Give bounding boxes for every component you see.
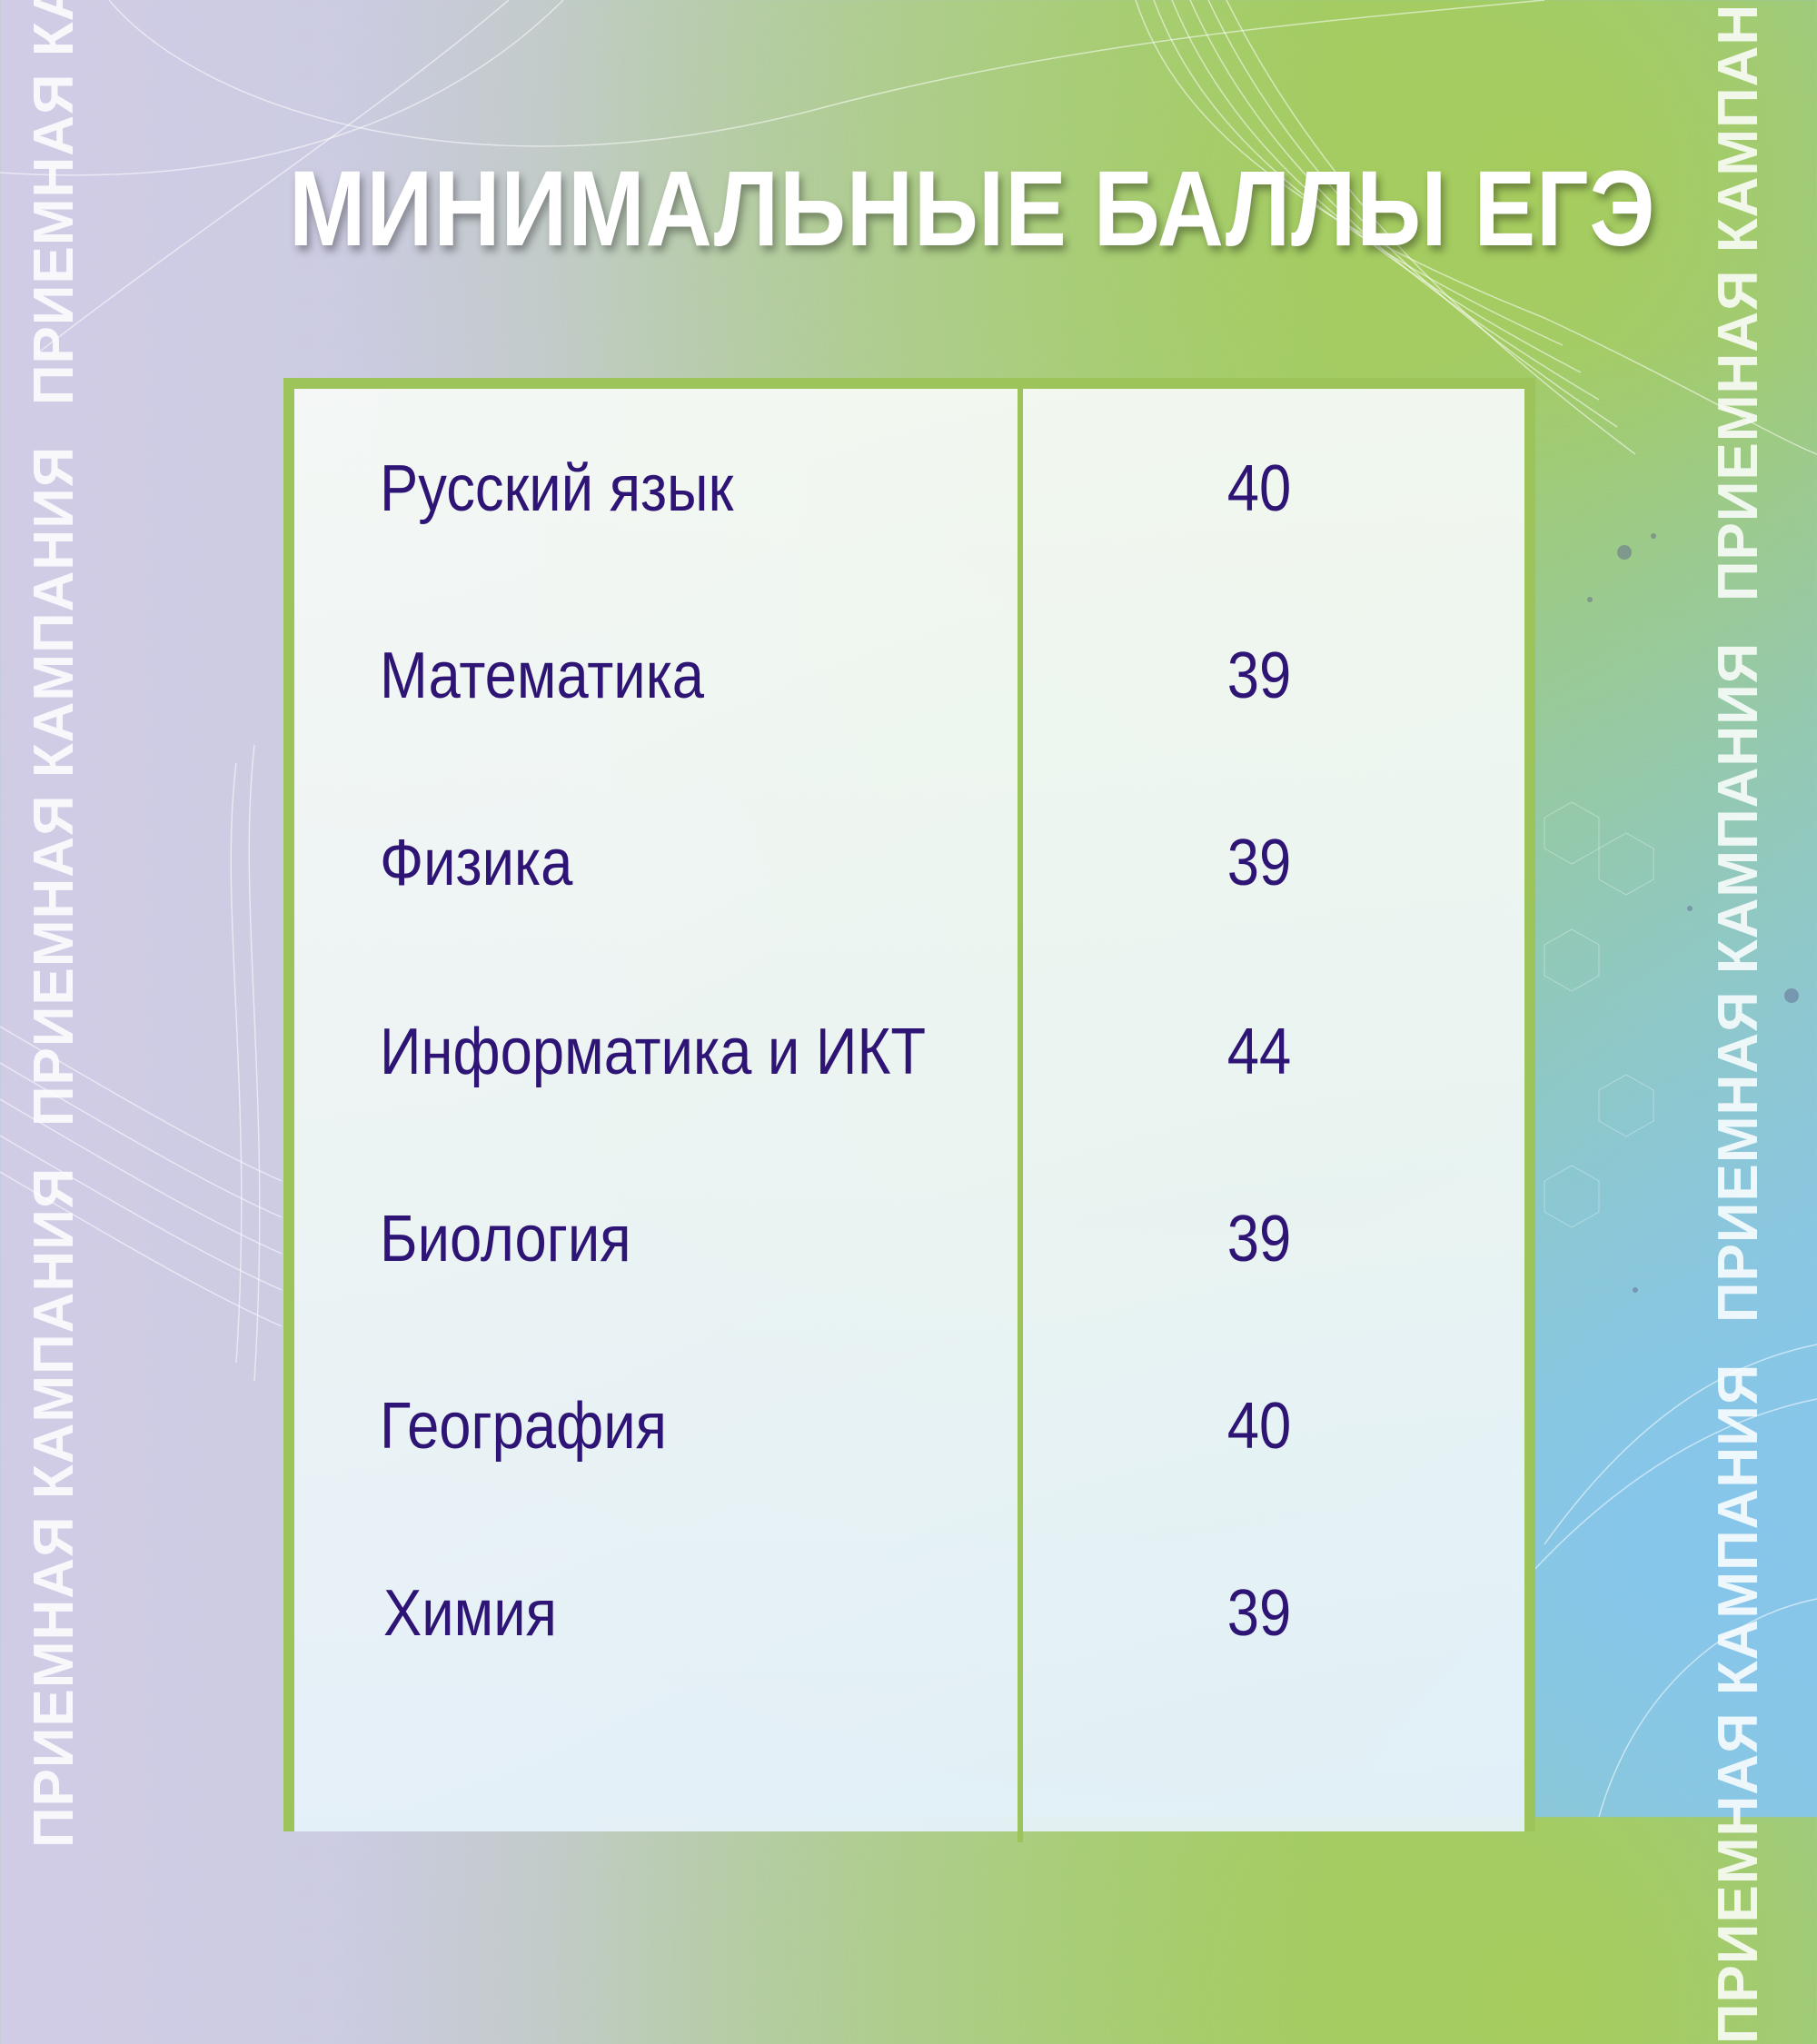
table-row: География 40 — [294, 1381, 1524, 1472]
side-caption: ПРИЕМНАЯ КАМПАНИЯ — [1707, 0, 1770, 601]
side-caption: ПРИЕМНАЯ КАМПАНИЯ — [23, 0, 85, 405]
table-row: Химия 39 — [294, 1568, 1524, 1659]
score-cell: 39 — [1226, 640, 1292, 712]
subject-cell: Физика — [380, 827, 573, 899]
subject-cell: Математика — [380, 640, 705, 712]
subject-cell: Русский язык — [380, 452, 734, 525]
score-cell: 40 — [1226, 452, 1292, 525]
side-caption: ПРИЕМНАЯ КАМПАНИЯ — [23, 1166, 85, 1848]
score-cell: 40 — [1226, 1390, 1292, 1463]
score-cell: 44 — [1226, 1016, 1292, 1088]
side-caption: ПРИЕМНАЯ КАМПАНИЯ — [1707, 641, 1770, 1323]
table-row: Математика 39 — [294, 630, 1524, 721]
subject-cell: Информатика и ИКТ — [380, 1016, 927, 1088]
side-caption: ПРИЕМНАЯ КАМПАНИЯ — [1707, 1363, 1770, 2044]
scores-table: Русский язык 40 Математика 39 Физика 39 … — [283, 378, 1535, 1842]
score-cell: 39 — [1226, 827, 1292, 899]
table-row: Биология 39 — [294, 1194, 1524, 1285]
score-cell: 39 — [1226, 1577, 1292, 1650]
page-title: МИНИМАЛЬНЫЕ БАЛЛЫ ЕГЭ — [289, 149, 1656, 269]
table-row: Русский язык 40 — [294, 443, 1524, 534]
table-row: Информатика и ИКТ 44 — [294, 1007, 1524, 1097]
subject-cell: Биология — [380, 1203, 631, 1275]
score-cell: 39 — [1226, 1203, 1292, 1275]
subject-cell: География — [380, 1390, 667, 1463]
side-caption: ПРИЕМНАЯ КАМПАНИЯ — [23, 445, 85, 1126]
column-divider — [1018, 389, 1023, 1842]
background-decoration — [1587, 533, 1799, 1293]
table-row: Физика 39 — [294, 818, 1524, 908]
subject-cell: Химия — [383, 1577, 557, 1650]
